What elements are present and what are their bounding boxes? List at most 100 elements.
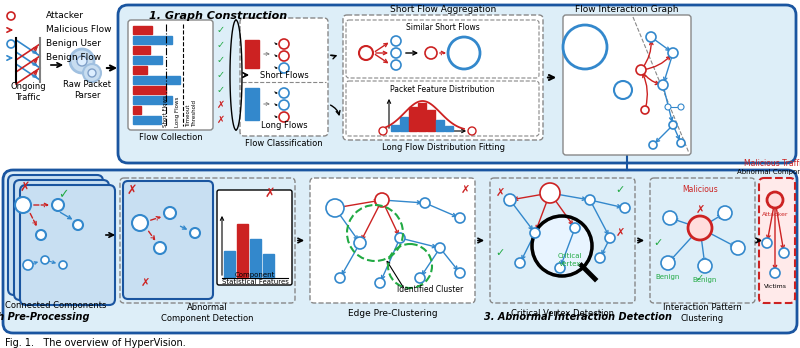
Bar — [133, 96, 171, 104]
Text: Flow Classification: Flow Classification — [245, 139, 323, 148]
Circle shape — [420, 198, 430, 208]
Circle shape — [614, 81, 632, 99]
Text: ✗: ✗ — [140, 278, 150, 288]
Circle shape — [395, 233, 405, 243]
Circle shape — [718, 206, 732, 220]
Circle shape — [448, 37, 480, 69]
Text: Attacker: Attacker — [762, 212, 788, 216]
Bar — [224, 251, 235, 278]
Circle shape — [59, 261, 67, 269]
Circle shape — [504, 194, 516, 206]
Text: Flow Interaction Graph: Flow Interaction Graph — [575, 5, 678, 14]
Circle shape — [190, 228, 200, 238]
Circle shape — [132, 215, 148, 231]
Text: Malicious: Malicious — [682, 185, 718, 195]
Text: ✗: ✗ — [695, 205, 705, 215]
Circle shape — [668, 48, 678, 58]
Text: Ongoing
Traffic: Ongoing Traffic — [10, 82, 46, 102]
Text: Malicious Traffic: Malicious Traffic — [744, 159, 800, 168]
Circle shape — [455, 268, 465, 278]
Text: ✓: ✓ — [495, 248, 505, 258]
Text: 1. Graph Construction: 1. Graph Construction — [149, 11, 287, 21]
Circle shape — [698, 259, 712, 273]
FancyBboxPatch shape — [346, 20, 539, 78]
Text: Long Flows: Long Flows — [261, 120, 307, 129]
Circle shape — [23, 260, 33, 270]
Circle shape — [326, 199, 344, 217]
Text: ✗: ✗ — [217, 115, 225, 125]
Bar — [133, 56, 162, 64]
Bar — [133, 106, 142, 114]
Text: ✗: ✗ — [460, 185, 470, 195]
Circle shape — [391, 36, 401, 46]
Text: Malicious Flow: Malicious Flow — [46, 25, 111, 34]
Bar — [245, 88, 259, 120]
Circle shape — [73, 220, 83, 230]
Text: ✓: ✓ — [58, 189, 68, 201]
FancyBboxPatch shape — [123, 181, 213, 299]
Circle shape — [731, 241, 745, 255]
FancyBboxPatch shape — [346, 81, 539, 136]
Circle shape — [658, 80, 668, 90]
Text: Similar Short Flows: Similar Short Flows — [406, 24, 479, 32]
FancyBboxPatch shape — [3, 170, 797, 333]
Text: ✗: ✗ — [20, 181, 30, 193]
Circle shape — [620, 203, 630, 213]
Bar — [133, 116, 161, 124]
Circle shape — [7, 40, 15, 48]
Bar — [263, 254, 274, 278]
Bar — [133, 46, 150, 54]
Text: Critical
Vertex: Critical Vertex — [558, 253, 582, 267]
Text: ✗: ✗ — [615, 228, 625, 238]
Circle shape — [515, 258, 525, 268]
Text: Flow Collection: Flow Collection — [138, 133, 202, 142]
Text: ✓: ✓ — [696, 273, 704, 283]
Circle shape — [762, 238, 772, 248]
Circle shape — [279, 112, 289, 122]
Text: 3. Abnormal Interaction Detection: 3. Abnormal Interaction Detection — [484, 312, 672, 322]
FancyBboxPatch shape — [759, 178, 795, 303]
Text: Attacker: Attacker — [46, 11, 84, 21]
Circle shape — [677, 139, 685, 147]
Text: Long Flows: Long Flows — [175, 97, 180, 127]
Circle shape — [669, 121, 677, 129]
Circle shape — [415, 273, 425, 283]
Bar — [418, 103, 426, 131]
Bar — [245, 40, 259, 68]
Circle shape — [279, 100, 289, 110]
Circle shape — [36, 230, 46, 240]
Circle shape — [15, 197, 31, 213]
Bar — [391, 125, 399, 131]
Circle shape — [767, 192, 783, 208]
Text: Component
Statistical Features: Component Statistical Features — [222, 271, 289, 285]
Circle shape — [70, 49, 94, 73]
Circle shape — [555, 263, 565, 273]
FancyBboxPatch shape — [563, 15, 691, 155]
Circle shape — [678, 104, 684, 110]
Circle shape — [77, 56, 87, 66]
Circle shape — [7, 12, 15, 20]
Circle shape — [391, 60, 401, 70]
Circle shape — [585, 195, 595, 205]
Circle shape — [663, 211, 677, 225]
Circle shape — [540, 183, 560, 203]
Bar — [436, 120, 444, 131]
Circle shape — [665, 104, 671, 110]
Bar — [133, 36, 171, 44]
FancyBboxPatch shape — [14, 180, 109, 300]
Text: Connected Components: Connected Components — [6, 301, 106, 309]
Circle shape — [375, 278, 385, 288]
Bar — [133, 26, 152, 34]
Text: ✓: ✓ — [615, 185, 625, 195]
Circle shape — [605, 233, 615, 243]
Text: Packet Feature Distribution: Packet Feature Distribution — [390, 85, 494, 94]
FancyBboxPatch shape — [8, 175, 103, 295]
Circle shape — [779, 248, 789, 258]
Circle shape — [375, 193, 389, 207]
Text: Victims: Victims — [763, 284, 786, 288]
Circle shape — [391, 48, 401, 58]
Circle shape — [770, 268, 780, 278]
Bar — [133, 86, 166, 94]
Circle shape — [279, 63, 289, 73]
FancyBboxPatch shape — [128, 20, 213, 130]
